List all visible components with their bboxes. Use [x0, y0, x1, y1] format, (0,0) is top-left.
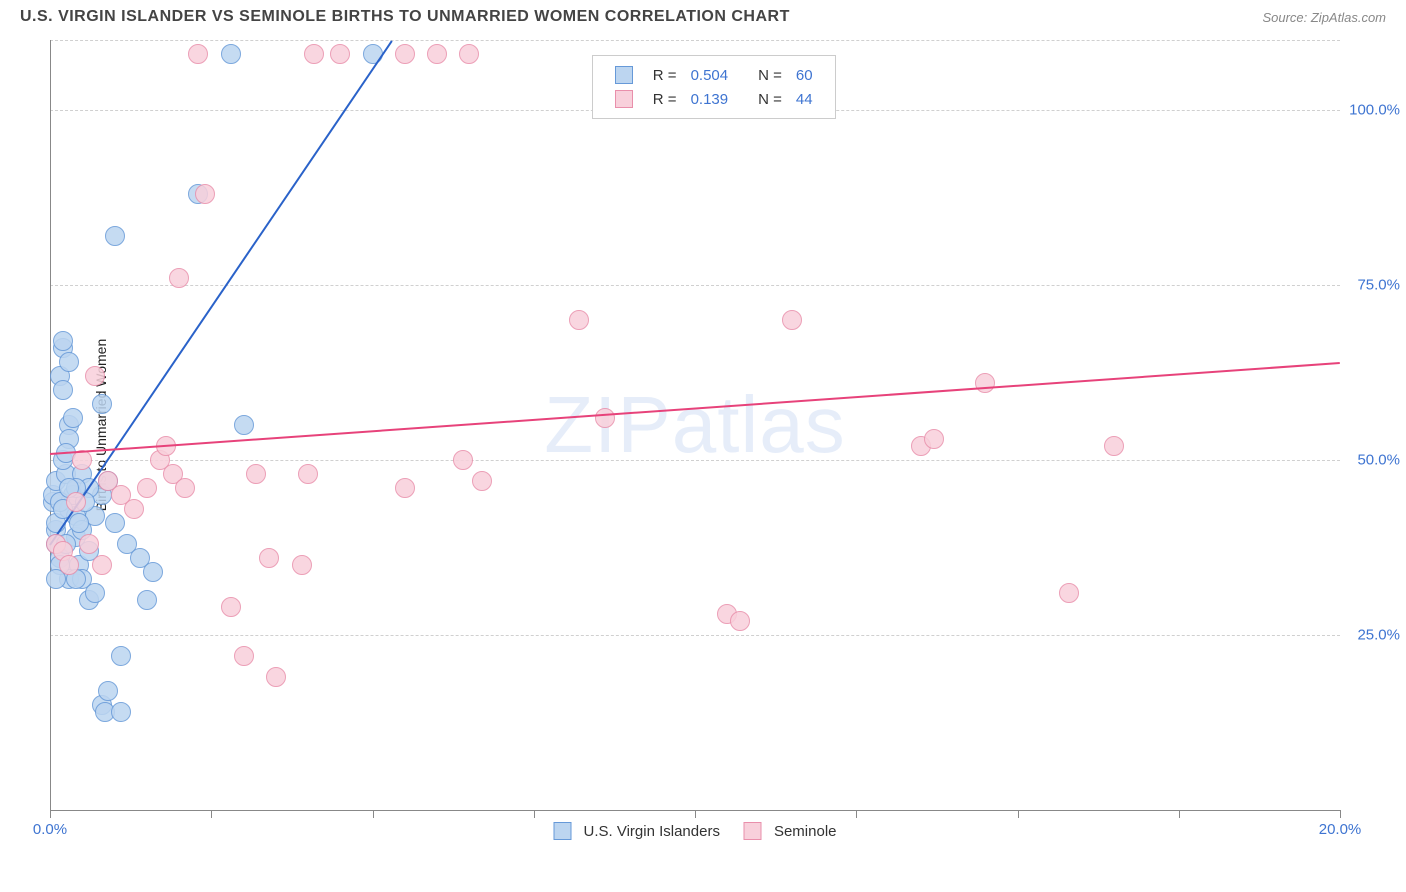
data-point [85, 366, 105, 386]
data-point [292, 555, 312, 575]
data-point [221, 44, 241, 64]
gridline [50, 635, 1340, 636]
data-point [169, 268, 189, 288]
data-point [175, 478, 195, 498]
data-point [188, 44, 208, 64]
data-point [395, 478, 415, 498]
x-tick [534, 810, 535, 818]
data-point [195, 184, 215, 204]
data-point [111, 702, 131, 722]
data-point [782, 310, 802, 330]
gridline [50, 460, 1340, 461]
data-point [234, 415, 254, 435]
y-axis-value: 75.0% [1357, 277, 1400, 294]
legend-swatch [744, 822, 762, 840]
legend-n-label: N = [752, 88, 788, 110]
data-point [137, 590, 157, 610]
x-tick [1018, 810, 1019, 818]
y-axis [50, 40, 51, 810]
data-point [1059, 583, 1079, 603]
gridline [50, 40, 1340, 41]
scatter-plot: 25.0%50.0%75.0%100.0%0.0%20.0% [50, 40, 1340, 810]
data-point [63, 408, 83, 428]
legend-series-name: Seminole [774, 823, 837, 840]
x-tick [1340, 810, 1341, 818]
data-point [59, 555, 79, 575]
legend-n-label: N = [752, 64, 788, 86]
data-point [124, 499, 144, 519]
source-attribution: Source: ZipAtlas.com [1262, 10, 1386, 25]
legend-r-label: R = [647, 88, 683, 110]
legend-r-label: R = [647, 64, 683, 86]
data-point [259, 548, 279, 568]
legend-n-value: 60 [790, 64, 819, 86]
correlation-legend: R =0.504 N =60 R =0.139 N =44 [592, 55, 836, 119]
x-axis-value: 0.0% [33, 821, 67, 838]
data-point [266, 667, 286, 687]
data-point [330, 44, 350, 64]
data-point [363, 44, 383, 64]
data-point [298, 464, 318, 484]
trend-line [50, 362, 1340, 455]
legend-swatch [554, 822, 572, 840]
x-axis-value: 20.0% [1319, 821, 1362, 838]
data-point [1104, 436, 1124, 456]
legend-series-name: U.S. Virgin Islanders [584, 823, 720, 840]
legend-n-value: 44 [790, 88, 819, 110]
data-point [66, 492, 86, 512]
x-tick [1179, 810, 1180, 818]
legend-swatch [615, 90, 633, 108]
data-point [92, 555, 112, 575]
chart-plot-area: Births to Unmarried Women ZIPatlas 25.0%… [50, 40, 1340, 810]
data-point [221, 597, 241, 617]
x-tick [695, 810, 696, 818]
data-point [105, 513, 125, 533]
x-tick [856, 810, 857, 818]
y-axis-value: 100.0% [1349, 102, 1400, 119]
data-point [143, 562, 163, 582]
series-legend: U.S. Virgin Islanders Seminole [554, 822, 837, 840]
x-tick [373, 810, 374, 818]
data-point [111, 646, 131, 666]
trend-line [49, 40, 392, 545]
data-point [69, 513, 89, 533]
data-point [569, 310, 589, 330]
legend-swatch [615, 66, 633, 84]
data-point [79, 534, 99, 554]
x-tick [211, 810, 212, 818]
data-point [459, 44, 479, 64]
legend-item: U.S. Virgin Islanders [554, 822, 720, 840]
data-point [98, 681, 118, 701]
x-tick [50, 810, 51, 818]
data-point [304, 44, 324, 64]
data-point [234, 646, 254, 666]
data-point [595, 408, 615, 428]
data-point [924, 429, 944, 449]
legend-r-value: 0.139 [685, 88, 735, 110]
data-point [453, 450, 473, 470]
legend-r-value: 0.504 [685, 64, 735, 86]
data-point [137, 478, 157, 498]
data-point [53, 331, 73, 351]
data-point [427, 44, 447, 64]
data-point [472, 471, 492, 491]
y-axis-value: 25.0% [1357, 627, 1400, 644]
data-point [53, 380, 73, 400]
chart-title: U.S. VIRGIN ISLANDER VS SEMINOLE BIRTHS … [20, 8, 790, 26]
data-point [59, 352, 79, 372]
y-axis-value: 50.0% [1357, 452, 1400, 469]
data-point [92, 394, 112, 414]
data-point [105, 226, 125, 246]
data-point [85, 583, 105, 603]
data-point [975, 373, 995, 393]
data-point [246, 464, 266, 484]
data-point [730, 611, 750, 631]
gridline [50, 285, 1340, 286]
legend-item: Seminole [744, 822, 837, 840]
data-point [395, 44, 415, 64]
